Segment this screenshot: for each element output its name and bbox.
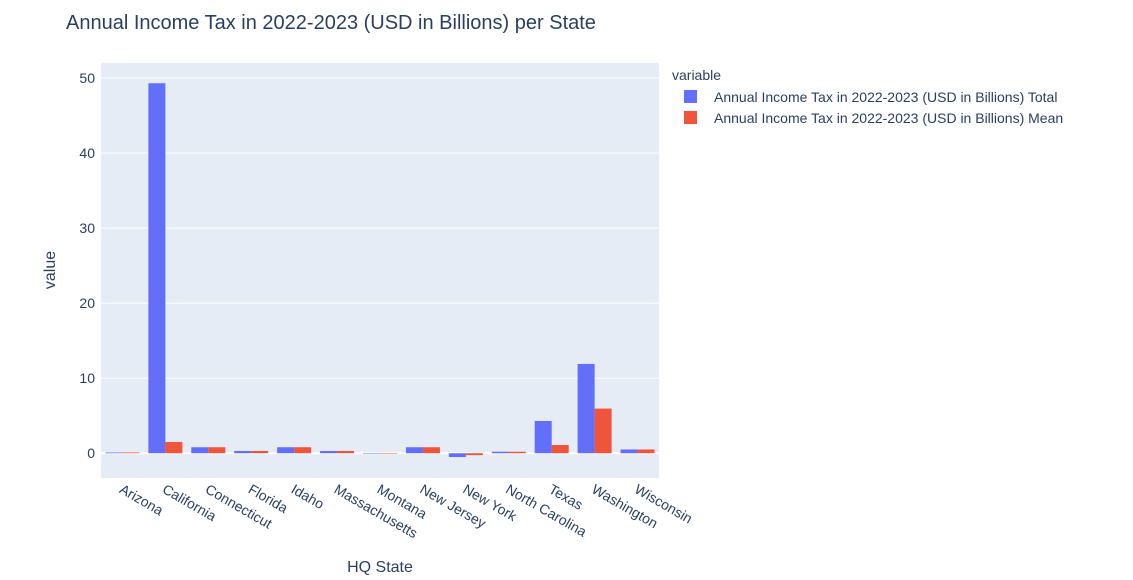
bar-mean (551, 444, 569, 454)
legend-swatch (684, 90, 697, 103)
bar-total (148, 83, 166, 454)
bar-total (534, 420, 552, 454)
bar-mean (380, 453, 397, 454)
x-axis-title: HQ State (347, 559, 413, 576)
bar-total (105, 452, 123, 454)
y-tick-label: 50 (79, 70, 95, 86)
x-axis-ticks: ArizonaCaliforniaConnecticutFloridaIdaho… (117, 481, 695, 542)
bar-mean (422, 447, 440, 454)
bar-mean (251, 450, 269, 454)
bar-mean (208, 447, 226, 454)
bar-total (620, 449, 638, 454)
bar-mean (122, 452, 140, 454)
x-tick-label: Arizona (117, 481, 166, 519)
bar-total (491, 451, 509, 454)
legend[interactable]: variable Annual Income Tax in 2022-2023 … (672, 67, 1063, 126)
bar-total (191, 447, 209, 454)
bar-mean (465, 453, 483, 456)
y-axis-ticks: 0 10 20 30 40 50 (79, 70, 95, 461)
y-axis-title: value (42, 251, 59, 289)
y-tick-label: 20 (79, 295, 95, 311)
y-tick-label: 10 (79, 370, 95, 386)
bar-total (277, 447, 295, 454)
y-tick-label: 40 (79, 145, 95, 161)
bar-mean (594, 408, 612, 454)
legend-label: Annual Income Tax in 2022-2023 (USD in B… (714, 110, 1063, 126)
bar-mean (637, 449, 655, 454)
legend-swatch (684, 111, 697, 124)
y-tick-label: 0 (87, 445, 95, 461)
bar-total (234, 450, 252, 454)
bar-total (405, 447, 423, 454)
chart-title: Annual Income Tax in 2022-2023 (USD in B… (66, 12, 596, 34)
legend-label: Annual Income Tax in 2022-2023 (USD in B… (714, 89, 1057, 105)
bar-total (448, 453, 466, 457)
x-tick-label: Idaho (289, 481, 328, 512)
plot-area (101, 63, 659, 478)
bar-mean (337, 450, 355, 454)
bar-mean (294, 447, 312, 454)
bar-total (577, 363, 595, 454)
bar-mean (165, 441, 183, 454)
bar-total (363, 453, 380, 454)
legend-title: variable (672, 67, 721, 83)
bar-mean (508, 451, 526, 454)
bars (105, 83, 655, 457)
bar-total (320, 450, 338, 454)
y-tick-label: 30 (79, 220, 95, 236)
